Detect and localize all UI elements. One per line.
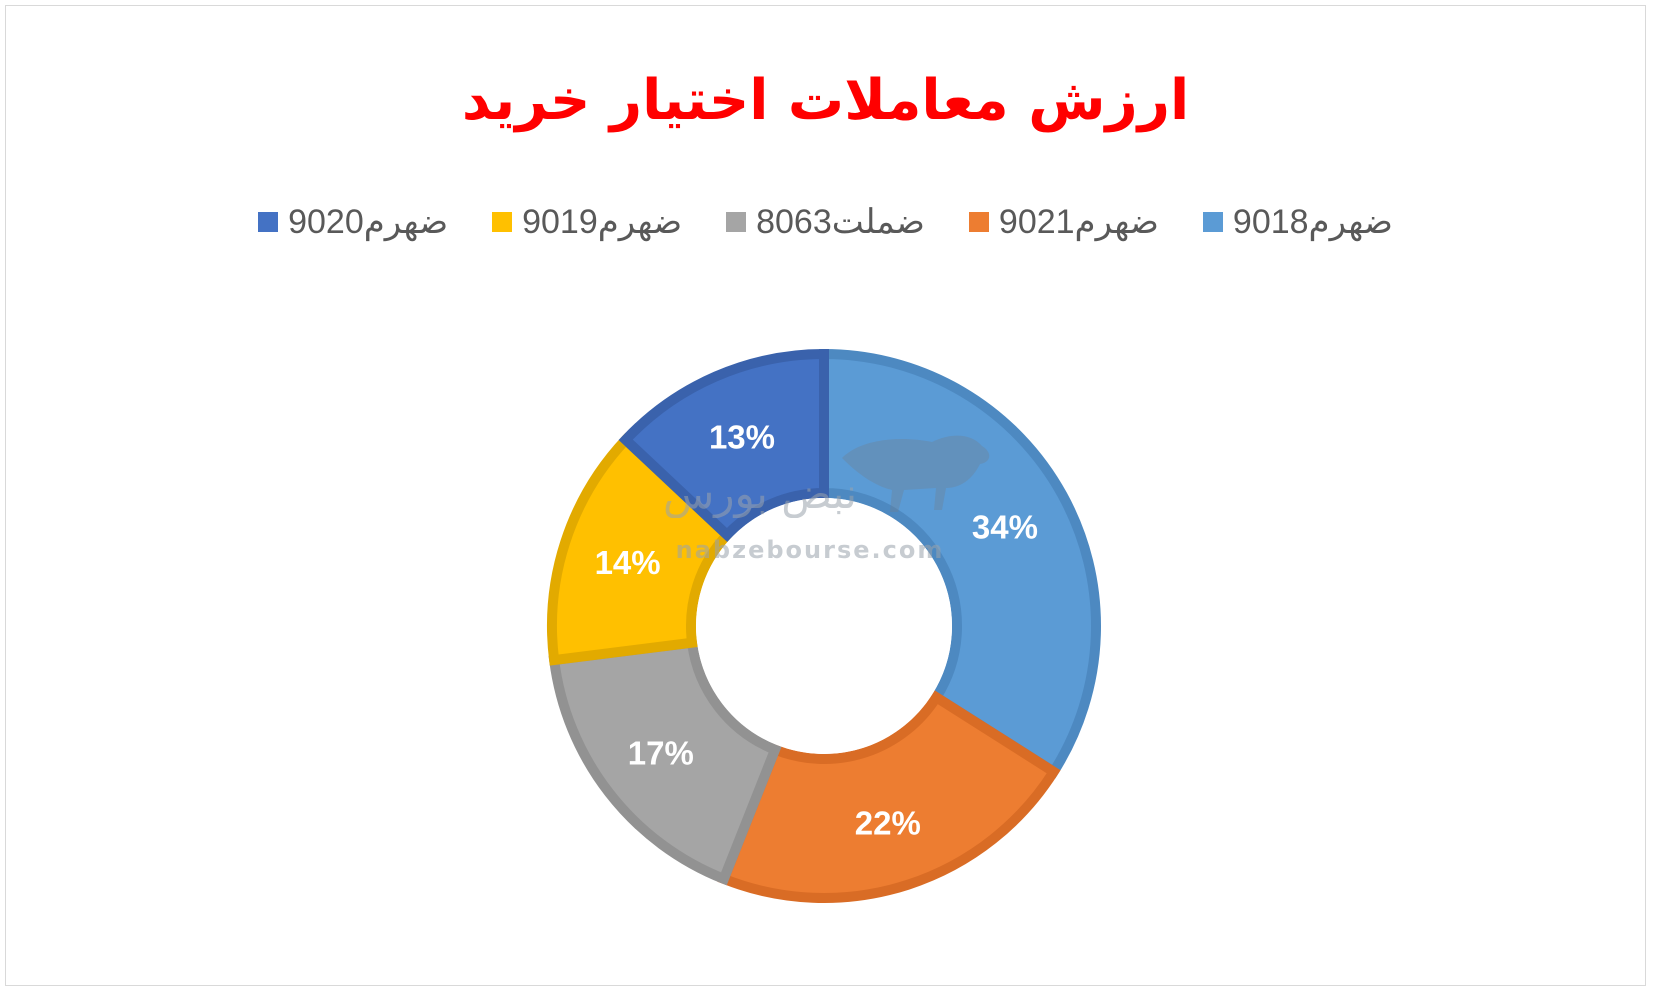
legend-item: ضهرم9021 <box>968 202 1159 242</box>
donut-slices <box>547 348 1101 903</box>
legend-item: ضهرم9020 <box>258 202 448 242</box>
watermark: نبض بورس nabzebourse.com <box>663 435 990 564</box>
donut-slice <box>618 348 829 543</box>
legend-label: ضهرم9019 <box>522 203 683 241</box>
slice-data-label: 34% <box>972 509 1038 546</box>
donut-slice <box>819 348 1101 779</box>
legend-swatch <box>492 212 513 232</box>
slice-data-label: 22% <box>855 804 921 841</box>
watermark-site: nabzebourse.com <box>676 536 945 564</box>
slice-data-label: 14% <box>595 544 661 581</box>
legend-label: ضهرم9021 <box>998 203 1159 241</box>
donut-data-labels: 34% 22% 17% 14% 13% <box>595 418 1038 841</box>
legend-item: ضهرم9018 <box>1202 202 1393 242</box>
legend-item: ضهرم9019 <box>492 202 682 242</box>
legend-label: ضملت8063 <box>756 203 925 241</box>
legend-item: ضملت8063 <box>726 202 925 242</box>
donut-slice <box>717 690 1061 903</box>
bull-icon <box>842 435 990 512</box>
slice-data-label: 13% <box>709 418 775 455</box>
legend-swatch <box>1202 212 1223 232</box>
legend-label: ضهرم9020 <box>288 203 449 241</box>
legend-swatch <box>726 212 747 232</box>
chart-title: ارزش معاملات اختیار خرید <box>461 68 1190 133</box>
legend-swatch <box>258 212 279 232</box>
legend-label: ضهرم9018 <box>1232 203 1393 241</box>
donut-hole <box>696 498 952 754</box>
slice-data-label: 17% <box>628 735 694 772</box>
watermark-brand: نبض بورس <box>663 469 857 518</box>
legend-swatch <box>968 212 989 232</box>
donut-slice <box>548 637 782 886</box>
chart-legend: ضهرم9020 ضهرم9019 ضملت8063 ضهرم9021 ضهرم9018 <box>6 202 1645 242</box>
